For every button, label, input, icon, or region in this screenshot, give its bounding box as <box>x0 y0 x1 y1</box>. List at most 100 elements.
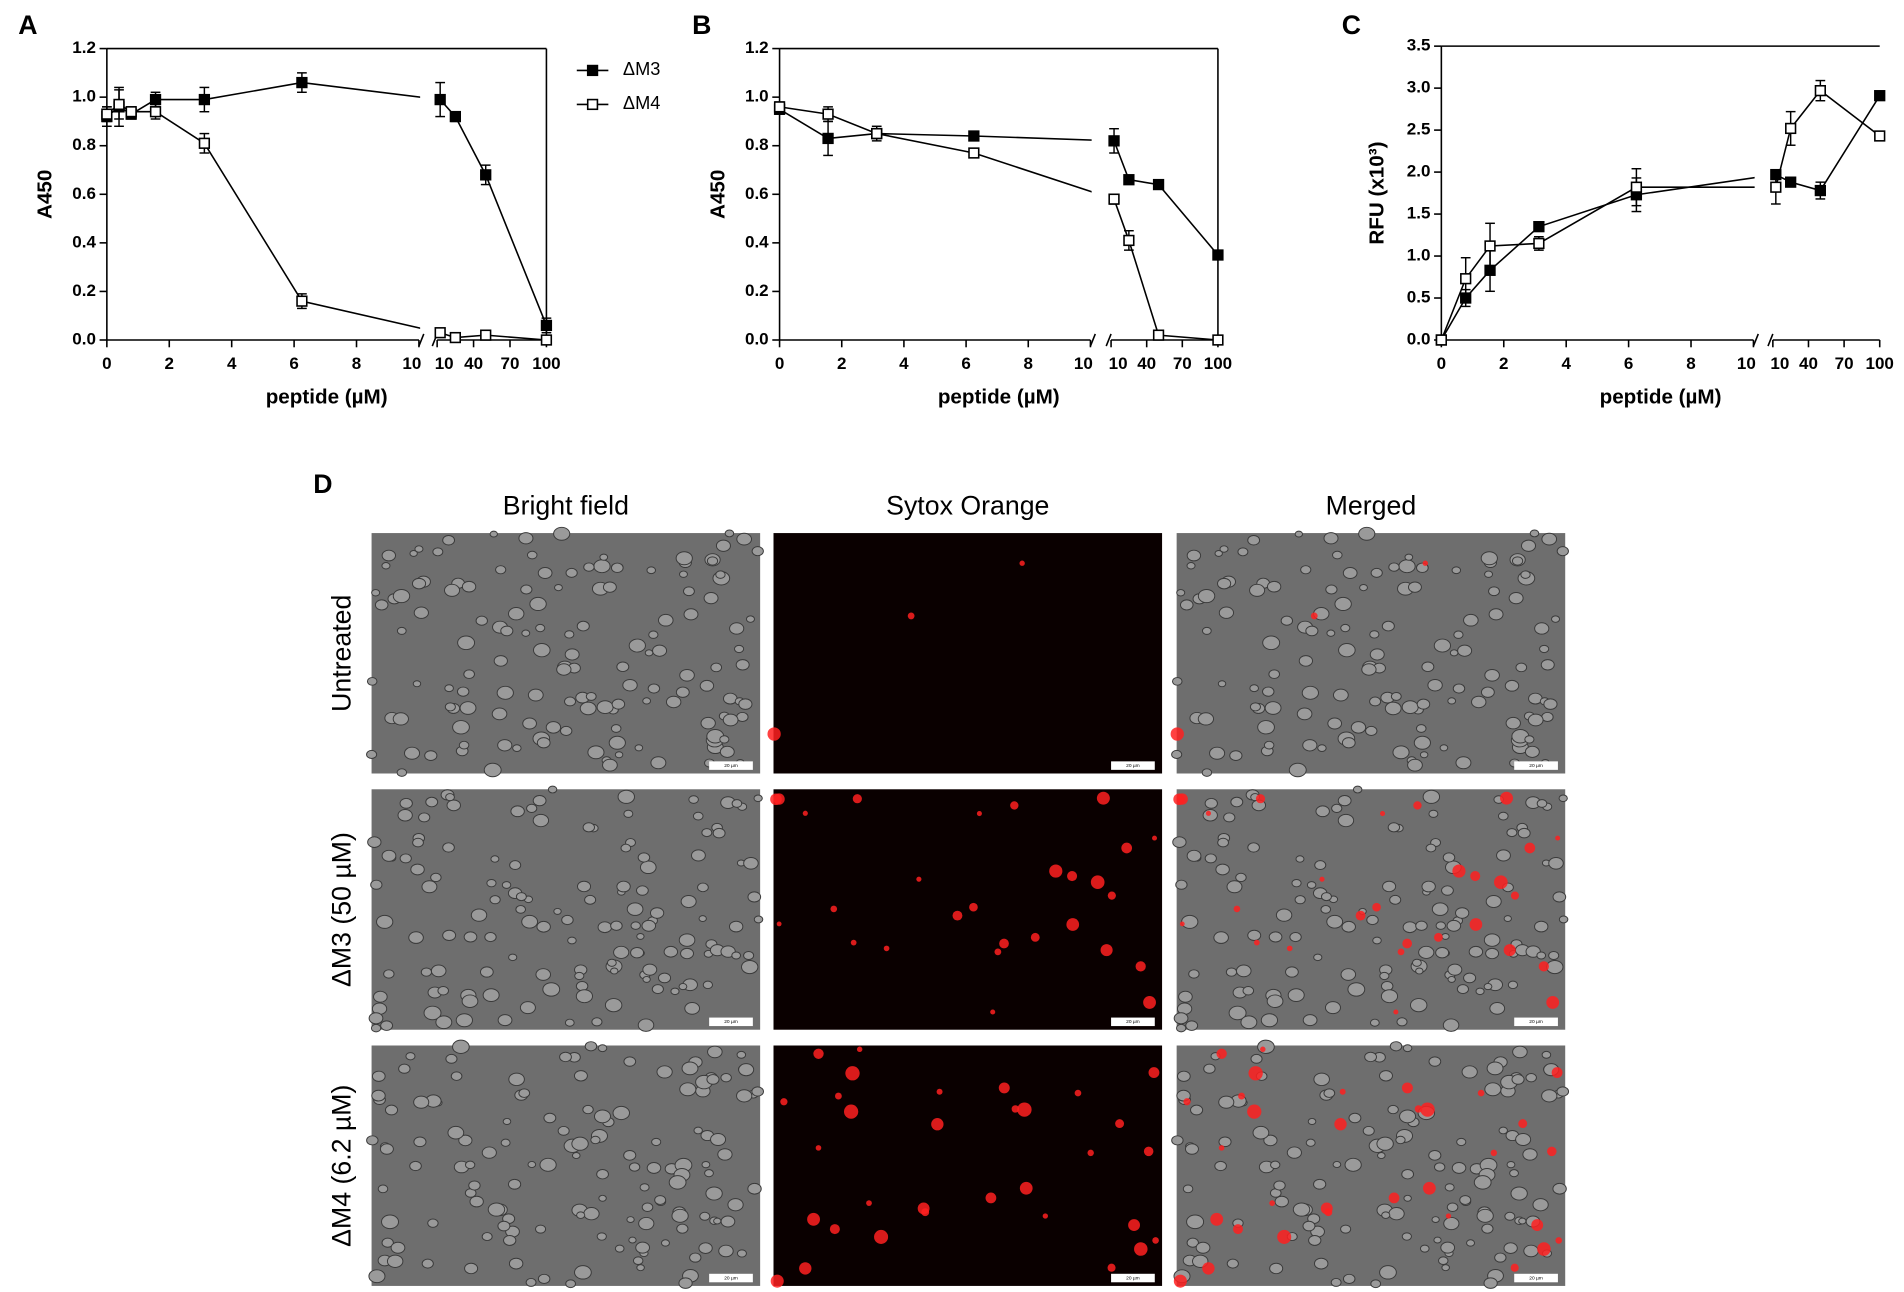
cell <box>1401 1169 1415 1180</box>
cell <box>610 724 622 733</box>
cell <box>543 1112 557 1124</box>
stained-cell <box>1277 1229 1292 1244</box>
stained-cell <box>1547 1146 1557 1157</box>
cell <box>1240 1015 1258 1030</box>
series-line <box>779 108 1219 256</box>
stained-cell <box>1372 902 1381 912</box>
stained-cell <box>1135 961 1146 972</box>
stained-cell <box>1238 1092 1245 1100</box>
row-header: ΔM4 (6.2 µM) <box>327 1085 357 1247</box>
y-tick-label: 0.8 <box>745 135 769 154</box>
stained-cell <box>1030 932 1040 942</box>
cell <box>641 919 657 932</box>
cell <box>430 964 447 978</box>
cell <box>652 644 668 657</box>
cell <box>622 678 638 692</box>
cell <box>1249 684 1259 693</box>
scale-bar-label: 20 µm <box>1126 763 1140 769</box>
cell <box>1235 872 1247 883</box>
stained-cell <box>1538 961 1549 972</box>
cell <box>1463 972 1477 984</box>
y-tick-label: 0.8 <box>72 135 96 154</box>
cell <box>671 1208 689 1223</box>
stained-cell <box>1339 1088 1346 1095</box>
stained-cell <box>936 1088 943 1095</box>
marker <box>296 76 308 89</box>
series-line <box>106 103 547 341</box>
cell <box>456 686 470 697</box>
micrograph: 20 µm <box>366 526 764 778</box>
x-tick-label: 2 <box>837 354 846 373</box>
cell <box>390 1241 406 1254</box>
cell <box>564 630 575 639</box>
cell <box>1249 702 1261 712</box>
stained-cell <box>1503 944 1516 957</box>
cell <box>1509 1169 1519 1178</box>
cell <box>1247 842 1260 853</box>
cell <box>1302 1220 1316 1232</box>
cell <box>596 1169 609 1180</box>
x-tick-label: 0 <box>1437 354 1446 373</box>
cell <box>713 1217 722 1225</box>
cell <box>384 1104 399 1116</box>
cell <box>408 931 424 944</box>
stained-cell <box>969 902 978 912</box>
stained-cell <box>1107 891 1116 900</box>
cell <box>1348 1112 1362 1124</box>
marker <box>434 93 446 106</box>
cell <box>1181 914 1199 929</box>
stained-cell <box>1152 1237 1159 1244</box>
axis-break-gap <box>1754 47 1772 345</box>
cell <box>720 1073 732 1083</box>
cell <box>1379 971 1390 981</box>
cell <box>636 932 645 940</box>
stained-cell <box>998 1082 1010 1094</box>
cell <box>1215 863 1230 876</box>
cell <box>397 809 413 822</box>
cell <box>509 860 522 871</box>
row-header: ΔM3 (50 µM) <box>327 832 357 987</box>
stained-cell <box>874 1229 889 1244</box>
scale-bar-label: 20 µm <box>1529 1019 1543 1025</box>
x-tick-label: 10 <box>1074 354 1093 373</box>
scale-bar-label: 20 µm <box>1126 1275 1140 1281</box>
cell <box>573 1070 588 1082</box>
cell <box>1524 745 1540 758</box>
scale-bar-label: 20 µm <box>724 763 738 769</box>
cell <box>596 1232 607 1241</box>
stained-cell <box>1218 1145 1225 1151</box>
cell <box>628 1162 641 1172</box>
cell <box>1451 1162 1467 1174</box>
stained-cell <box>780 1098 788 1106</box>
micrograph: 20 µm <box>367 785 764 1033</box>
y-tick-label: 2.0 <box>1407 162 1431 181</box>
cell <box>1323 532 1339 545</box>
marker <box>1785 122 1797 135</box>
cell <box>1365 725 1378 736</box>
cell <box>668 1175 687 1190</box>
cell <box>1529 529 1540 538</box>
cell <box>1481 1223 1494 1234</box>
cell <box>703 592 719 605</box>
cell <box>1204 797 1218 809</box>
x-axis-label: peptide (µM) <box>1600 386 1722 409</box>
cell <box>1225 967 1238 977</box>
cell <box>1369 1018 1380 1027</box>
cell <box>611 698 626 710</box>
cell <box>648 630 659 639</box>
cell <box>442 535 456 546</box>
cell <box>1201 768 1213 777</box>
cell <box>404 746 421 760</box>
x-tick-label: 4 <box>1561 354 1571 373</box>
stained-cell <box>1148 1067 1160 1079</box>
cell <box>497 1220 511 1232</box>
cell <box>1250 1053 1263 1064</box>
cell <box>371 1089 386 1102</box>
cell <box>1219 545 1229 553</box>
stained-cell <box>1170 727 1184 741</box>
cell <box>1402 921 1418 934</box>
marker <box>1108 135 1120 147</box>
cell <box>1171 749 1183 759</box>
stained-cell <box>1413 801 1422 810</box>
marker <box>1152 329 1165 341</box>
